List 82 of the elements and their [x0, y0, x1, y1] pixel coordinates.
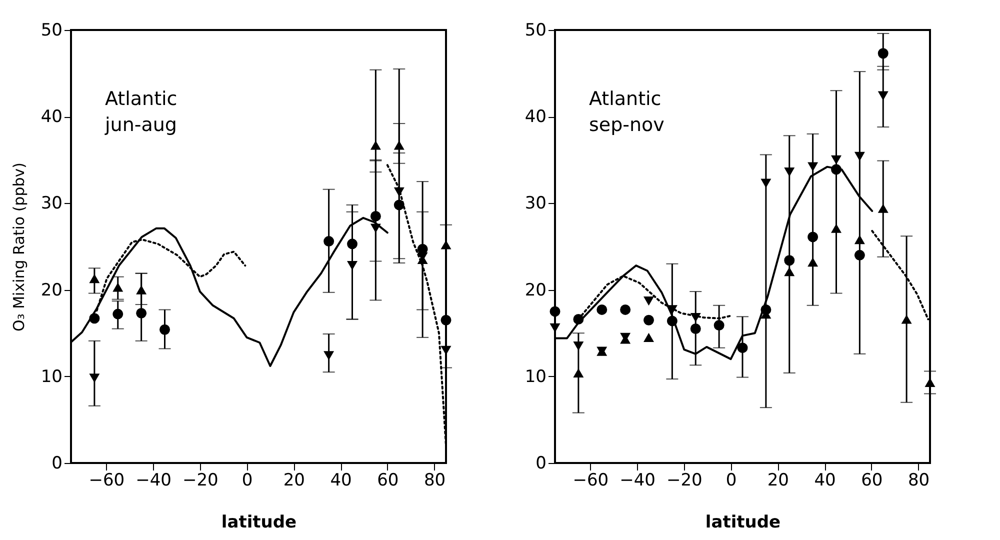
point: [854, 235, 865, 244]
point: [440, 346, 452, 355]
point: [89, 313, 100, 324]
point: [89, 374, 100, 383]
y-tick-label: 30: [524, 194, 546, 214]
point: [878, 204, 888, 213]
point: [784, 167, 795, 177]
point: [808, 258, 818, 267]
x-tick-label: 0: [242, 470, 253, 490]
y-axis-title: O₃ Mixing Ratio (ppbv): [10, 162, 28, 332]
point: [324, 351, 334, 360]
point: [440, 314, 452, 326]
point: [370, 140, 381, 150]
x-axis-title: latitude: [705, 512, 781, 532]
point: [784, 255, 795, 266]
point: [136, 308, 147, 318]
y-tick-label: 10: [40, 366, 62, 387]
point: [878, 91, 888, 100]
y-tick-label: 20: [40, 280, 62, 300]
point: [808, 232, 818, 242]
point: [573, 342, 584, 351]
x-tick-label: 20: [767, 470, 789, 490]
point: [808, 162, 818, 172]
y-tick-label: 30: [40, 194, 62, 214]
point: [573, 368, 584, 378]
x-tick-label: −20: [182, 470, 218, 490]
x-tick-label: 0: [726, 470, 737, 490]
point: [160, 324, 170, 335]
point: [714, 320, 724, 331]
y-tick-label: 50: [40, 20, 62, 40]
point: [901, 314, 912, 324]
point: [737, 342, 748, 354]
point: [370, 224, 381, 233]
point: [831, 224, 842, 233]
point: [550, 323, 560, 332]
x-tick-label: 20: [283, 470, 305, 490]
point: [347, 261, 358, 270]
point: [644, 296, 654, 306]
point: [831, 155, 842, 164]
point: [644, 332, 654, 342]
annotation: Atlantic sep-nov: [589, 88, 664, 136]
x-tick-label: −40: [136, 470, 172, 490]
point: [690, 324, 701, 334]
x-tick-label: −20: [666, 470, 702, 490]
point: [136, 285, 147, 294]
y-tick-label: 40: [524, 107, 546, 128]
point: [324, 236, 334, 247]
point: [784, 267, 795, 276]
x-tick-label: 40: [814, 470, 836, 490]
point: [112, 282, 124, 292]
point: [854, 152, 865, 161]
x-tick-label: −40: [620, 470, 656, 490]
point: [878, 48, 888, 59]
point: [89, 274, 100, 284]
point: [550, 306, 560, 317]
y-tick-label: 0: [536, 454, 546, 474]
point: [666, 316, 678, 326]
y-tick-label: 20: [524, 280, 546, 300]
y-tick-label: 0: [52, 454, 62, 474]
point: [394, 140, 404, 150]
point: [831, 164, 842, 175]
x-tick-label: 60: [861, 470, 883, 490]
point: [644, 314, 654, 326]
point: [596, 304, 608, 315]
point: [394, 187, 404, 196]
x-tick-label: 80: [424, 470, 446, 490]
point: [573, 314, 584, 324]
x-tick-label: −60: [572, 470, 609, 490]
y-tick-label: 10: [524, 366, 546, 387]
x-tick-label: 80: [908, 470, 930, 490]
point: [112, 308, 124, 320]
annotation: Atlantic jun-aug: [104, 88, 178, 136]
x-tick-label: −60: [88, 470, 125, 490]
y-tick-label: 40: [40, 107, 62, 128]
point: [620, 304, 631, 315]
y-tick-label: 50: [524, 20, 546, 40]
point: [854, 250, 865, 260]
x-tick-label: 60: [377, 470, 399, 490]
x-tick-label: 40: [330, 470, 352, 490]
point: [690, 312, 701, 322]
point: [760, 178, 772, 188]
x-axis-title: latitude: [221, 512, 297, 532]
